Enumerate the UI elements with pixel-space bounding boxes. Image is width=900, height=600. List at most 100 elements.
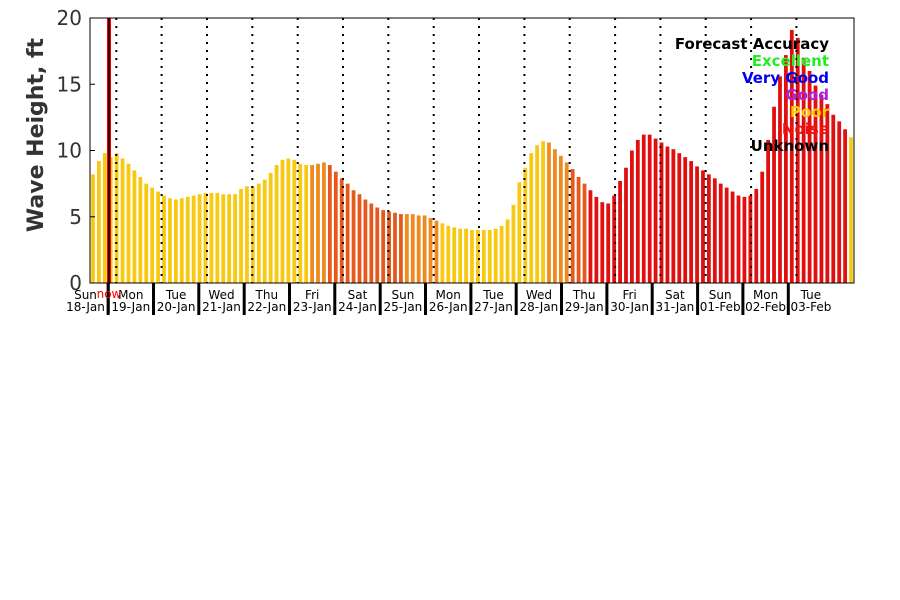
wave-bar [724, 187, 729, 283]
wave-bar [493, 228, 498, 283]
wave-bar [535, 145, 540, 283]
wave-bar [730, 191, 735, 283]
wave-bar [168, 198, 172, 283]
wave-bar [209, 192, 214, 283]
legend-item: Very Good [742, 69, 829, 87]
date-label: 29-Jan [565, 300, 604, 314]
wave-bar [387, 211, 391, 283]
wave-bar [612, 195, 617, 283]
wave-bar [778, 76, 782, 283]
wave-bar [825, 104, 830, 284]
day-of-week-label: Sat [665, 288, 685, 302]
wave-bar [434, 220, 439, 283]
wave-bar [393, 212, 397, 283]
date-label: 03-Feb [790, 300, 831, 314]
wave-bar [553, 149, 557, 283]
legend-title: Forecast Accuracy [675, 35, 829, 53]
wave-bar [647, 134, 652, 283]
day-of-week-label: Tue [165, 288, 187, 302]
wave-bar [831, 114, 836, 283]
wave-bar [476, 230, 480, 283]
wave-bar [452, 227, 457, 283]
day-of-week-label: Sun [709, 288, 732, 302]
wave-bar [499, 226, 504, 283]
wave-bar [239, 188, 243, 283]
day-of-week-label: Mon [436, 288, 461, 302]
wave-bar [748, 195, 753, 283]
day-of-week-label: Tue [482, 288, 504, 302]
wave-bar [784, 55, 788, 283]
y-tick-label: 5 [69, 205, 82, 229]
date-label: 21-Jan [202, 300, 241, 314]
y-tick-label: 0 [69, 271, 82, 295]
wave-bar [410, 214, 415, 283]
wave-bar [316, 163, 320, 283]
wave-bar [245, 186, 249, 283]
wave-bar [487, 230, 492, 283]
wave-bar [659, 142, 664, 283]
wave-bar [635, 139, 640, 283]
wave-bar [446, 226, 451, 283]
wave-bar [428, 218, 433, 283]
wave-bar [760, 171, 765, 283]
day-of-week-label: Wed [526, 288, 552, 302]
wave-bar [221, 194, 226, 283]
wave-bar [624, 167, 628, 283]
date-label: 24-Jan [338, 300, 377, 314]
day-of-week-label: Tue [800, 288, 822, 302]
date-label: 23-Jan [293, 300, 332, 314]
legend-item: Excellent [752, 52, 829, 70]
y-axis-label: Wave Height, ft [24, 37, 49, 232]
wave-bar [369, 203, 374, 283]
wave-bar [618, 180, 622, 283]
bar-series [91, 29, 853, 284]
day-of-week-label: Wed [208, 288, 234, 302]
wave-bar [523, 167, 528, 283]
wave-bar [701, 170, 705, 284]
wave-bar [138, 177, 143, 283]
wave-bar [179, 198, 184, 283]
wave-bar [357, 194, 362, 283]
wave-bar [327, 165, 332, 283]
wave-bar [227, 194, 232, 283]
wave-bar [683, 157, 688, 284]
wave-bar [440, 223, 445, 284]
wave-bar [641, 134, 646, 283]
date-label: 02-Feb [745, 300, 786, 314]
legend-item: Poor [790, 103, 830, 121]
wave-bar [653, 138, 658, 283]
wave-bar [191, 195, 196, 283]
wave-bar [458, 228, 463, 283]
wave-bar [570, 169, 575, 283]
wave-bar [517, 182, 522, 283]
wave-bar [736, 195, 741, 283]
legend-item: Noise [782, 120, 829, 138]
wave-bar [351, 190, 356, 283]
wave-bar [274, 165, 279, 283]
wave-bar [215, 192, 220, 283]
day-of-week-label: Thu [255, 288, 279, 302]
wave-bar [576, 177, 581, 283]
day-of-week-label: Sun [391, 288, 414, 302]
wave-bar [707, 174, 711, 283]
wave-bar [280, 159, 285, 283]
wave-bar [333, 171, 338, 283]
wave-bar [849, 137, 853, 283]
wave-bar [795, 37, 800, 284]
wave-bar [422, 215, 427, 283]
wave-bar [96, 161, 101, 283]
wave-bar [754, 188, 759, 283]
wave-bar [819, 94, 824, 283]
wave-bar [399, 214, 403, 283]
day-of-week-label: Mon [753, 288, 778, 302]
wave-bar [304, 165, 309, 283]
wave-bar [677, 153, 682, 283]
legend-item: Unknown [751, 137, 829, 155]
wave-bar [511, 204, 516, 283]
wave-bar [132, 170, 137, 284]
date-label: 30-Jan [610, 300, 649, 314]
wave-bar [718, 183, 723, 284]
date-label: 22-Jan [247, 300, 286, 314]
wave-bar [505, 219, 510, 283]
